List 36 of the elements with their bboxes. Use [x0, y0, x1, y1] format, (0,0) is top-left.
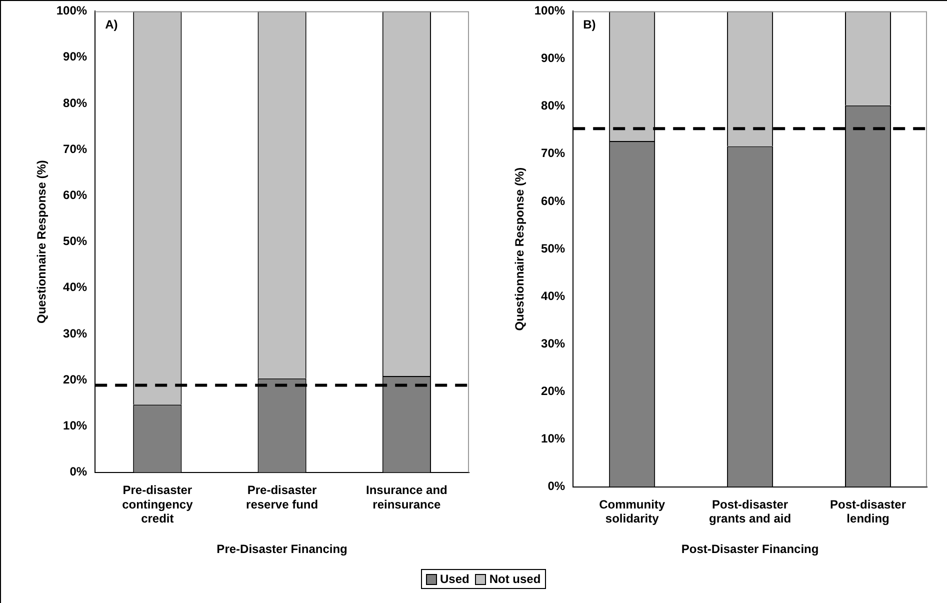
y-tick-label: 40%	[63, 280, 88, 294]
legend-label: Not used	[488, 572, 541, 586]
y-tick-label: 30%	[541, 336, 566, 350]
y-tick-label: 0%	[548, 479, 566, 494]
y-tick-label: 100%	[56, 4, 88, 18]
x-axis-title: Pre-Disaster Financing	[216, 542, 348, 556]
y-tick-label: 50%	[63, 234, 88, 248]
y-tick-label: 10%	[63, 418, 88, 433]
y-tick-label: 0%	[70, 464, 88, 479]
y-tick-label: 90%	[63, 50, 88, 64]
y-tick-label: 50%	[541, 241, 566, 256]
y-tick-label: 80%	[541, 98, 566, 113]
y-tick-label: 60%	[63, 188, 88, 202]
y-axis-title: Questionnaire Response (%)	[34, 160, 49, 324]
y-tick-label: 40%	[541, 288, 566, 303]
x-tick-label: Community solidarity	[599, 497, 666, 526]
legend-label: Used	[439, 572, 470, 586]
y-tick-label: 60%	[541, 194, 566, 208]
x-tick-label: Pre-disaster contingency credit	[122, 482, 194, 526]
x-tick-label: Pre-disaster reserve fund	[246, 482, 318, 512]
x-tick-label: Post-disaster lending	[830, 497, 906, 526]
annotation: B)	[583, 18, 596, 32]
y-tick-label: 70%	[63, 142, 88, 156]
annotation: A)	[105, 18, 118, 32]
y-tick-label: 70%	[541, 146, 566, 160]
y-tick-label: 90%	[541, 51, 566, 66]
x-tick-label: Post-disaster grants and aid	[709, 497, 792, 526]
y-tick-label: 100%	[534, 4, 566, 18]
y-tick-label: 10%	[541, 432, 566, 446]
y-tick-label: 20%	[63, 372, 88, 386]
x-tick-label: Insurance and reinsurance	[366, 482, 448, 512]
y-tick-label: 20%	[541, 384, 566, 398]
y-axis-title: Questionnaire Response (%)	[512, 167, 527, 331]
y-tick-label: 30%	[63, 326, 88, 340]
y-tick-label: 80%	[63, 96, 88, 110]
x-axis-title: Post-Disaster Financing	[681, 542, 819, 556]
